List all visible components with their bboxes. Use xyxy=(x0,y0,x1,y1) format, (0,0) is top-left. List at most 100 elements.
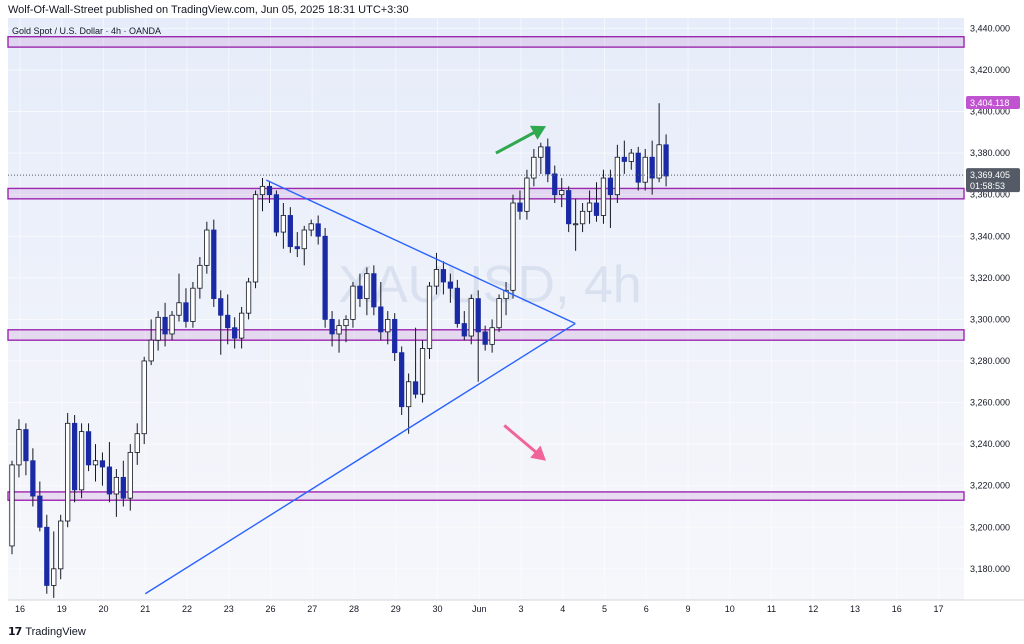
candle-body xyxy=(301,229,307,250)
candle-body xyxy=(30,460,36,497)
x-tick-label: 29 xyxy=(391,604,401,614)
x-tick-label: 12 xyxy=(808,604,818,614)
candle-body xyxy=(218,298,224,316)
x-tick-label: 21 xyxy=(140,604,150,614)
candle-body xyxy=(405,381,412,408)
candle-body xyxy=(475,298,481,333)
candle-body xyxy=(489,327,495,345)
x-axis[interactable]: 16 19 20 21 22 23 26 27 28 29 30 Jun 3 4 5 6 9 10 11 12 13 16… xyxy=(15,604,944,614)
candle-body xyxy=(586,202,593,212)
candle-body xyxy=(468,298,474,337)
x-tick-label: 27 xyxy=(307,604,317,614)
triangle-lower-line xyxy=(144,322,576,595)
candle-body xyxy=(419,348,426,395)
candle-body xyxy=(190,287,196,322)
footer-brand-label: TradingView xyxy=(25,625,86,638)
candle-body xyxy=(545,146,551,175)
candle-body xyxy=(524,177,530,212)
candle-body xyxy=(517,202,523,212)
candle-body xyxy=(259,185,266,196)
candle-body xyxy=(552,173,558,196)
candle-body xyxy=(197,264,203,289)
x-tick-label: 28 xyxy=(349,604,359,614)
drawings xyxy=(144,125,576,595)
candle-body xyxy=(635,152,641,183)
price-axis-background xyxy=(964,18,1024,600)
high-price-label: 3,404.118 xyxy=(970,98,1009,108)
candle-body xyxy=(266,185,273,196)
candle-body xyxy=(308,223,314,231)
x-tick-label: 30 xyxy=(432,604,442,614)
candle-body xyxy=(44,526,50,586)
candle-body xyxy=(503,289,509,300)
y-tick-label: 3,200.000 xyxy=(970,522,1010,532)
candle-body xyxy=(315,223,321,237)
candle-body xyxy=(454,287,460,324)
candle-body xyxy=(51,568,57,586)
candle-body xyxy=(127,452,133,499)
candle-body xyxy=(211,229,217,300)
publish-header: Wolf-Of-Wall-Street published on Trading… xyxy=(8,4,409,16)
x-tick-label: 19 xyxy=(57,604,67,614)
arrow-up-icon xyxy=(495,125,546,155)
chart-title: Gold Spot / U.S. Dollar · 4h · OANDA xyxy=(12,26,161,36)
candle-body xyxy=(649,156,655,179)
candle-body xyxy=(78,431,85,491)
candle-body xyxy=(656,144,662,179)
candle-body xyxy=(628,152,634,162)
candle-body xyxy=(16,429,22,466)
candle-body xyxy=(579,210,586,225)
y-tick-label: 3,360.000 xyxy=(970,190,1010,200)
tradingview-logo-icon: 17 xyxy=(8,625,22,638)
x-tick-label: 17 xyxy=(933,604,943,614)
x-tick-label: 23 xyxy=(224,604,234,614)
x-tick-label: 10 xyxy=(725,604,735,614)
candle-body xyxy=(336,325,342,335)
candle-body xyxy=(71,422,78,491)
candle-body xyxy=(510,202,516,291)
y-tick-label: 3,260.000 xyxy=(970,398,1010,408)
candle-body xyxy=(58,520,64,570)
candle-body xyxy=(663,144,669,177)
x-tick-label: 6 xyxy=(644,604,649,614)
candle-body xyxy=(232,327,238,339)
footer-brand[interactable]: 17 TradingView xyxy=(8,625,86,638)
y-tick-label: 3,180.000 xyxy=(970,564,1010,574)
candle-body xyxy=(225,314,231,329)
y-tick-label: 3,340.000 xyxy=(970,231,1010,241)
candle-body xyxy=(176,302,182,316)
arrow-down-icon xyxy=(503,424,546,461)
candle-body xyxy=(412,381,419,395)
candle-body xyxy=(23,429,29,462)
countdown-label: 01:58:53 xyxy=(970,181,1005,191)
candle-body xyxy=(378,306,384,333)
candle-body xyxy=(607,177,614,196)
candle-body xyxy=(572,223,579,226)
candle-body xyxy=(85,431,92,466)
candle-body xyxy=(92,460,99,466)
x-tick-label: 9 xyxy=(685,604,690,614)
support-resistance-zone xyxy=(7,187,965,200)
candle-body xyxy=(273,194,280,233)
triangle-upper-line xyxy=(266,179,576,325)
y-axis[interactable]: 3,180.000 3,200.000 3,220.000 3,240.000 3,26… xyxy=(966,23,1020,574)
candle-body xyxy=(141,360,147,435)
x-tick-label: 16 xyxy=(892,604,902,614)
y-tick-label: 3,240.000 xyxy=(970,439,1010,449)
candle-body xyxy=(9,464,15,547)
candle-body xyxy=(169,314,175,335)
x-tick-label: 16 xyxy=(15,604,25,614)
candle-body xyxy=(183,302,189,322)
current-price-badge xyxy=(966,168,1020,193)
candle-body xyxy=(357,285,363,300)
candle-body xyxy=(162,316,168,335)
candle-body xyxy=(37,495,43,528)
x-tick-label: 26 xyxy=(265,604,275,614)
candle-body xyxy=(559,190,565,196)
x-tick-label: Jun xyxy=(472,604,487,614)
candle-body xyxy=(280,215,287,233)
high-price-badge xyxy=(966,95,1020,109)
candle-body xyxy=(238,312,245,339)
candle-body xyxy=(155,316,161,341)
